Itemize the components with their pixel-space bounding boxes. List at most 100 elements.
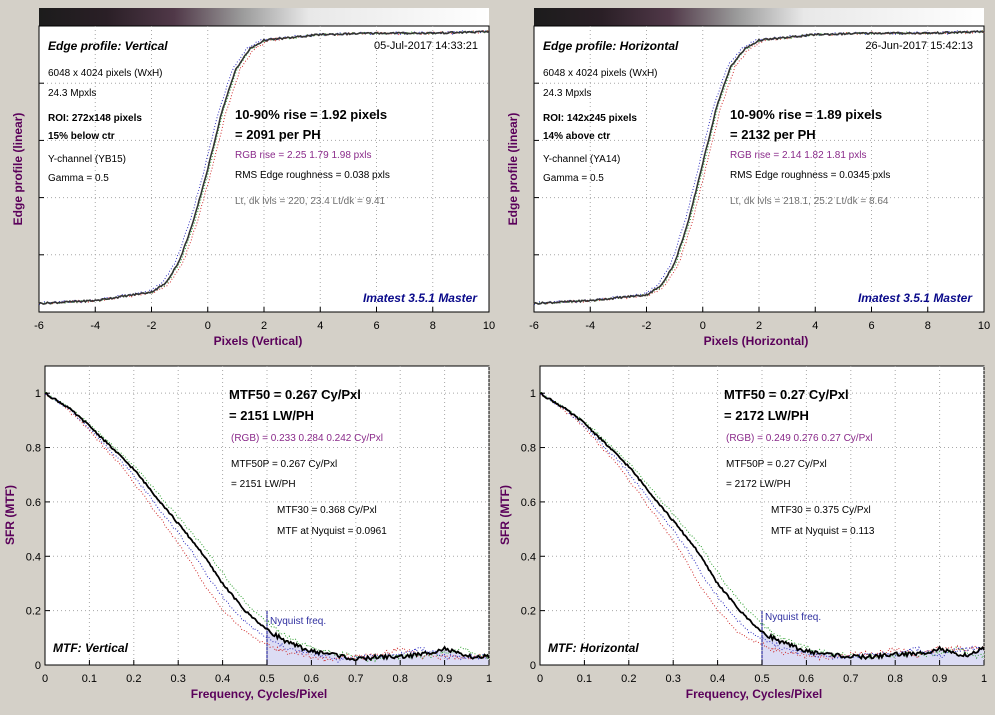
x-tick-labels: 0 0.1 0.2 0.3 0.4 0.5 0.6 0.7 0.8 0.9 1: [537, 660, 987, 685]
y-axis-label: Edge profile (linear): [11, 113, 25, 226]
image-size: 6048 x 4024 pixels (WxH): [543, 68, 658, 79]
gray-ramp-strip: [534, 8, 984, 26]
x-tick-label: 0.6: [799, 673, 814, 685]
mtf-at-nyquist: MTF at Nyquist = 0.113: [771, 526, 875, 537]
red-channel-curve: [44, 393, 490, 664]
timestamp: 05-Jul-2017 14:33:21: [374, 40, 478, 52]
edge-profile-vertical-panel: Edge profile: Vertical 05-Jul-2017 14:33…: [11, 8, 495, 348]
mtf-plot-label: MTF: Vertical: [53, 641, 129, 655]
x-tick-label: 0: [700, 320, 706, 332]
nyquist-label: Nyquist freq.: [270, 616, 326, 627]
nyquist-label: Nyquist freq.: [765, 612, 821, 623]
channel-info: Y-channel (YB15): [48, 154, 126, 165]
x-axis-label: Frequency, Cycles/Pixel: [191, 687, 328, 701]
x-tick-label: -6: [529, 320, 539, 332]
rgb-rise: RGB rise = 2.14 1.82 1.81 pxls: [730, 150, 866, 161]
x-tick-label: 0.8: [393, 673, 408, 685]
x-tick-label: 0.3: [666, 673, 681, 685]
edge-curves: [38, 29, 490, 306]
roi-position: 14% above ctr: [543, 131, 610, 142]
mtf-at-nyquist: MTF at Nyquist = 0.0961: [277, 526, 387, 537]
timestamp: 26-Jun-2017 15:42:13: [865, 40, 973, 52]
mtf50-result: MTF50 = 0.267 Cy/Pxl: [229, 387, 361, 402]
channel-info: Y-channel (YA14): [543, 154, 620, 165]
roi-position: 15% below ctr: [48, 131, 115, 142]
gray-ramp-strip: [39, 8, 489, 26]
x-tick-label: 0.4: [710, 673, 725, 685]
y-tick-label: 0.4: [26, 551, 41, 563]
light-dark-levels: Lt, dk lvls = 218.1, 25.2 Lt/dk = 8.64: [730, 196, 889, 207]
x-axis-label: Pixels (Horizontal): [704, 334, 809, 348]
x-tick-label: 0.1: [82, 673, 97, 685]
x-tick-label: 6: [373, 320, 379, 332]
edge-profile-horizontal-panel: Edge profile: Horizontal 26-Jun-2017 15:…: [506, 8, 990, 348]
x-tick-label: 4: [812, 320, 818, 332]
rgb-mtf50: (RGB) = 0.249 0.276 0.27 Cy/Pxl: [726, 433, 872, 444]
mtf50p-lw-ph: = 2172 LW/PH: [726, 479, 791, 490]
y-tick-label: 0.6: [26, 497, 41, 509]
rgb-rise: RGB rise = 2.25 1.79 1.98 pxls: [235, 150, 371, 161]
rms-roughness: RMS Edge roughness = 0.038 pxls: [235, 170, 390, 181]
mtf-curves: [539, 391, 985, 661]
y-axis-label: SFR (MTF): [498, 485, 512, 545]
x-tick-label: 8: [925, 320, 931, 332]
megapixels: 24.3 Mpxls: [543, 88, 591, 99]
plot-title: Edge profile: Horizontal: [543, 39, 679, 53]
x-tick-labels: -6 -4 -2 0 2 4 6 8 10: [529, 307, 990, 332]
nyquist-shaded-region: [762, 631, 984, 665]
edge-profile-curve: [38, 30, 490, 305]
megapixels: 24.3 Mpxls: [48, 88, 96, 99]
image-size: 6048 x 4024 pixels (WxH): [48, 68, 163, 79]
gamma-info: Gamma = 0.5: [48, 173, 109, 184]
x-tick-label: 1: [486, 673, 492, 685]
y-tick-label: 0.2: [26, 606, 41, 618]
green-channel-curve: [44, 391, 490, 663]
y-tick-label: 0.2: [521, 606, 536, 618]
y-tick-label: 0.8: [26, 443, 41, 455]
x-tick-label: 0.5: [259, 673, 274, 685]
mtf-plot-label: MTF: Horizontal: [548, 641, 639, 655]
x-tick-label: 0: [537, 673, 543, 685]
x-tick-label: -4: [90, 320, 100, 332]
x-tick-label: 0.6: [304, 673, 319, 685]
plot-area: [533, 25, 985, 313]
per-ph-result: = 2091 per PH: [235, 127, 321, 142]
y-tick-labels: 0 0.2 0.4 0.6 0.8 1: [26, 388, 50, 672]
x-axis-label: Pixels (Vertical): [214, 334, 303, 348]
x-tick-label: 0.5: [754, 673, 769, 685]
lw-ph-result: = 2172 LW/PH: [724, 408, 809, 423]
x-tick-label: 0.1: [577, 673, 592, 685]
blue-channel-curve: [539, 393, 985, 661]
roi-size: ROI: 272x148 pixels: [48, 113, 142, 124]
x-tick-label: 0.4: [215, 673, 230, 685]
x-tick-label: 0: [205, 320, 211, 332]
x-tick-labels: 0 0.1 0.2 0.3 0.4 0.5 0.6 0.7 0.8 0.9 1: [42, 660, 492, 685]
x-axis-label: Frequency, Cycles/Pixel: [686, 687, 823, 701]
grid: [540, 366, 985, 665]
imatest-watermark: Imatest 3.5.1 Master: [858, 291, 973, 305]
y-tick-label: 0: [35, 660, 41, 672]
mtf50-result: MTF50 = 0.27 Cy/Pxl: [724, 387, 849, 402]
x-tick-label: -4: [585, 320, 595, 332]
grid: [39, 26, 489, 312]
y-tick-label: 0: [530, 660, 536, 672]
mtf30-result: MTF30 = 0.375 Cy/Pxl: [771, 505, 871, 516]
y-axis-label: SFR (MTF): [3, 485, 17, 545]
y-tick-label: 0.8: [521, 443, 536, 455]
y-axis-label: Edge profile (linear): [506, 113, 520, 226]
mtf-vertical-panel: MTF50 = 0.267 Cy/Pxl = 2151 LW/PH (RGB) …: [3, 365, 492, 701]
edge-profile-curve: [533, 30, 985, 305]
mtf50p-result: MTF50P = 0.267 Cy/Pxl: [231, 459, 337, 470]
mtf-horizontal-panel: MTF50 = 0.27 Cy/Pxl = 2172 LW/PH (RGB) =…: [498, 365, 987, 701]
x-tick-label: 0.3: [171, 673, 186, 685]
y-tick-label: 0.6: [521, 497, 536, 509]
x-tick-labels: -6 -4 -2 0 2 4 6 8 10: [34, 307, 495, 332]
x-tick-label: 4: [317, 320, 323, 332]
y-tick-labels: 0 0.2 0.4 0.6 0.8 1: [521, 388, 545, 672]
per-ph-result: = 2132 per PH: [730, 127, 816, 142]
mtf30-result: MTF30 = 0.368 Cy/Pxl: [277, 505, 377, 516]
mtf50p-result: MTF50P = 0.27 Cy/Pxl: [726, 459, 827, 470]
rise-result: 10-90% rise = 1.92 pixels: [235, 107, 387, 122]
x-tick-label: -6: [34, 320, 44, 332]
